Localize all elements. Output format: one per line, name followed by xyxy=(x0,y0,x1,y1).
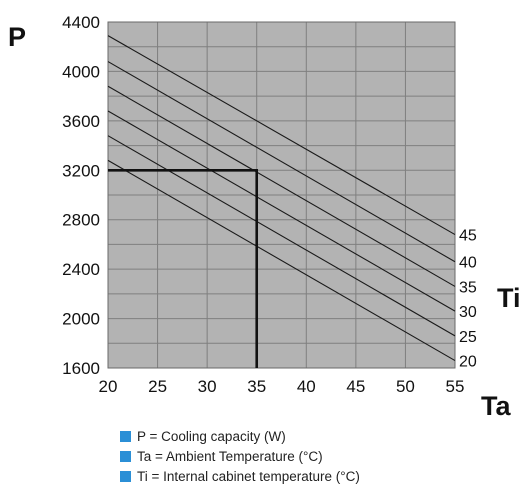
x-axis-label: Ta xyxy=(481,391,511,420)
series-label-30: 30 xyxy=(459,304,477,321)
x-tick-label: 20 xyxy=(99,377,118,396)
x-tick-label: 55 xyxy=(446,377,465,396)
grid-lines xyxy=(107,21,456,369)
series-line-20 xyxy=(107,159,456,362)
y-tick-label: 4000 xyxy=(62,62,100,81)
y-axis-ticks: 1600 2000 2400 2800 3200 3600 4000 4400 xyxy=(62,13,100,378)
cooling-capacity-chart: 20 25 30 35 40 45 50 55 1600 2000 2400 2800 3200 360… xyxy=(8,13,521,420)
legend-square-icon xyxy=(120,430,131,442)
series-line-30 xyxy=(107,110,456,312)
x-tick-label: 30 xyxy=(198,377,217,396)
x-axis-ticks: 20 25 30 35 40 45 50 55 xyxy=(99,377,465,396)
legend-square-icon xyxy=(120,470,131,482)
series-line-35 xyxy=(107,85,456,287)
legend-text: Ta = Ambient Temperature (°C) xyxy=(137,448,323,464)
y-axis-label: P xyxy=(8,22,26,52)
x-tick-label: 50 xyxy=(396,377,415,396)
legend-square-icon xyxy=(120,450,131,462)
series-label-45: 45 xyxy=(459,228,477,245)
y-tick-label: 3600 xyxy=(62,112,100,131)
series-label-40: 40 xyxy=(459,255,477,272)
series-line-45 xyxy=(107,35,456,236)
legend: P = Cooling capacity (W) Ta = Ambient Te… xyxy=(120,426,360,486)
legend-item: Ta = Ambient Temperature (°C) xyxy=(120,446,360,466)
y-tick-label: 2400 xyxy=(62,260,100,279)
legend-text: Ti = Internal cabinet temperature (°C) xyxy=(137,468,360,484)
reference-lines xyxy=(108,168,259,368)
series-label-25: 25 xyxy=(459,329,477,346)
legend-item: Ti = Internal cabinet temperature (°C) xyxy=(120,466,360,486)
x-tick-label: 40 xyxy=(297,377,316,396)
series-axis-label: Ti xyxy=(497,283,521,313)
legend-item: P = Cooling capacity (W) xyxy=(120,426,360,446)
x-tick-label: 25 xyxy=(148,377,167,396)
y-tick-label: 4400 xyxy=(62,13,100,32)
series-label-35: 35 xyxy=(459,279,477,296)
y-tick-label: 2800 xyxy=(62,211,100,230)
series-line-40 xyxy=(107,61,456,263)
x-tick-label: 35 xyxy=(247,377,266,396)
series-labels: 20 25 30 35 40 45 xyxy=(459,228,477,371)
y-tick-label: 3200 xyxy=(62,161,100,180)
series-label-20: 20 xyxy=(459,354,477,371)
legend-text: P = Cooling capacity (W) xyxy=(137,428,286,444)
y-tick-label: 1600 xyxy=(62,359,100,378)
x-tick-label: 45 xyxy=(346,377,365,396)
reference-line xyxy=(108,168,259,368)
plot-border xyxy=(107,21,456,369)
y-tick-label: 2000 xyxy=(62,310,100,329)
